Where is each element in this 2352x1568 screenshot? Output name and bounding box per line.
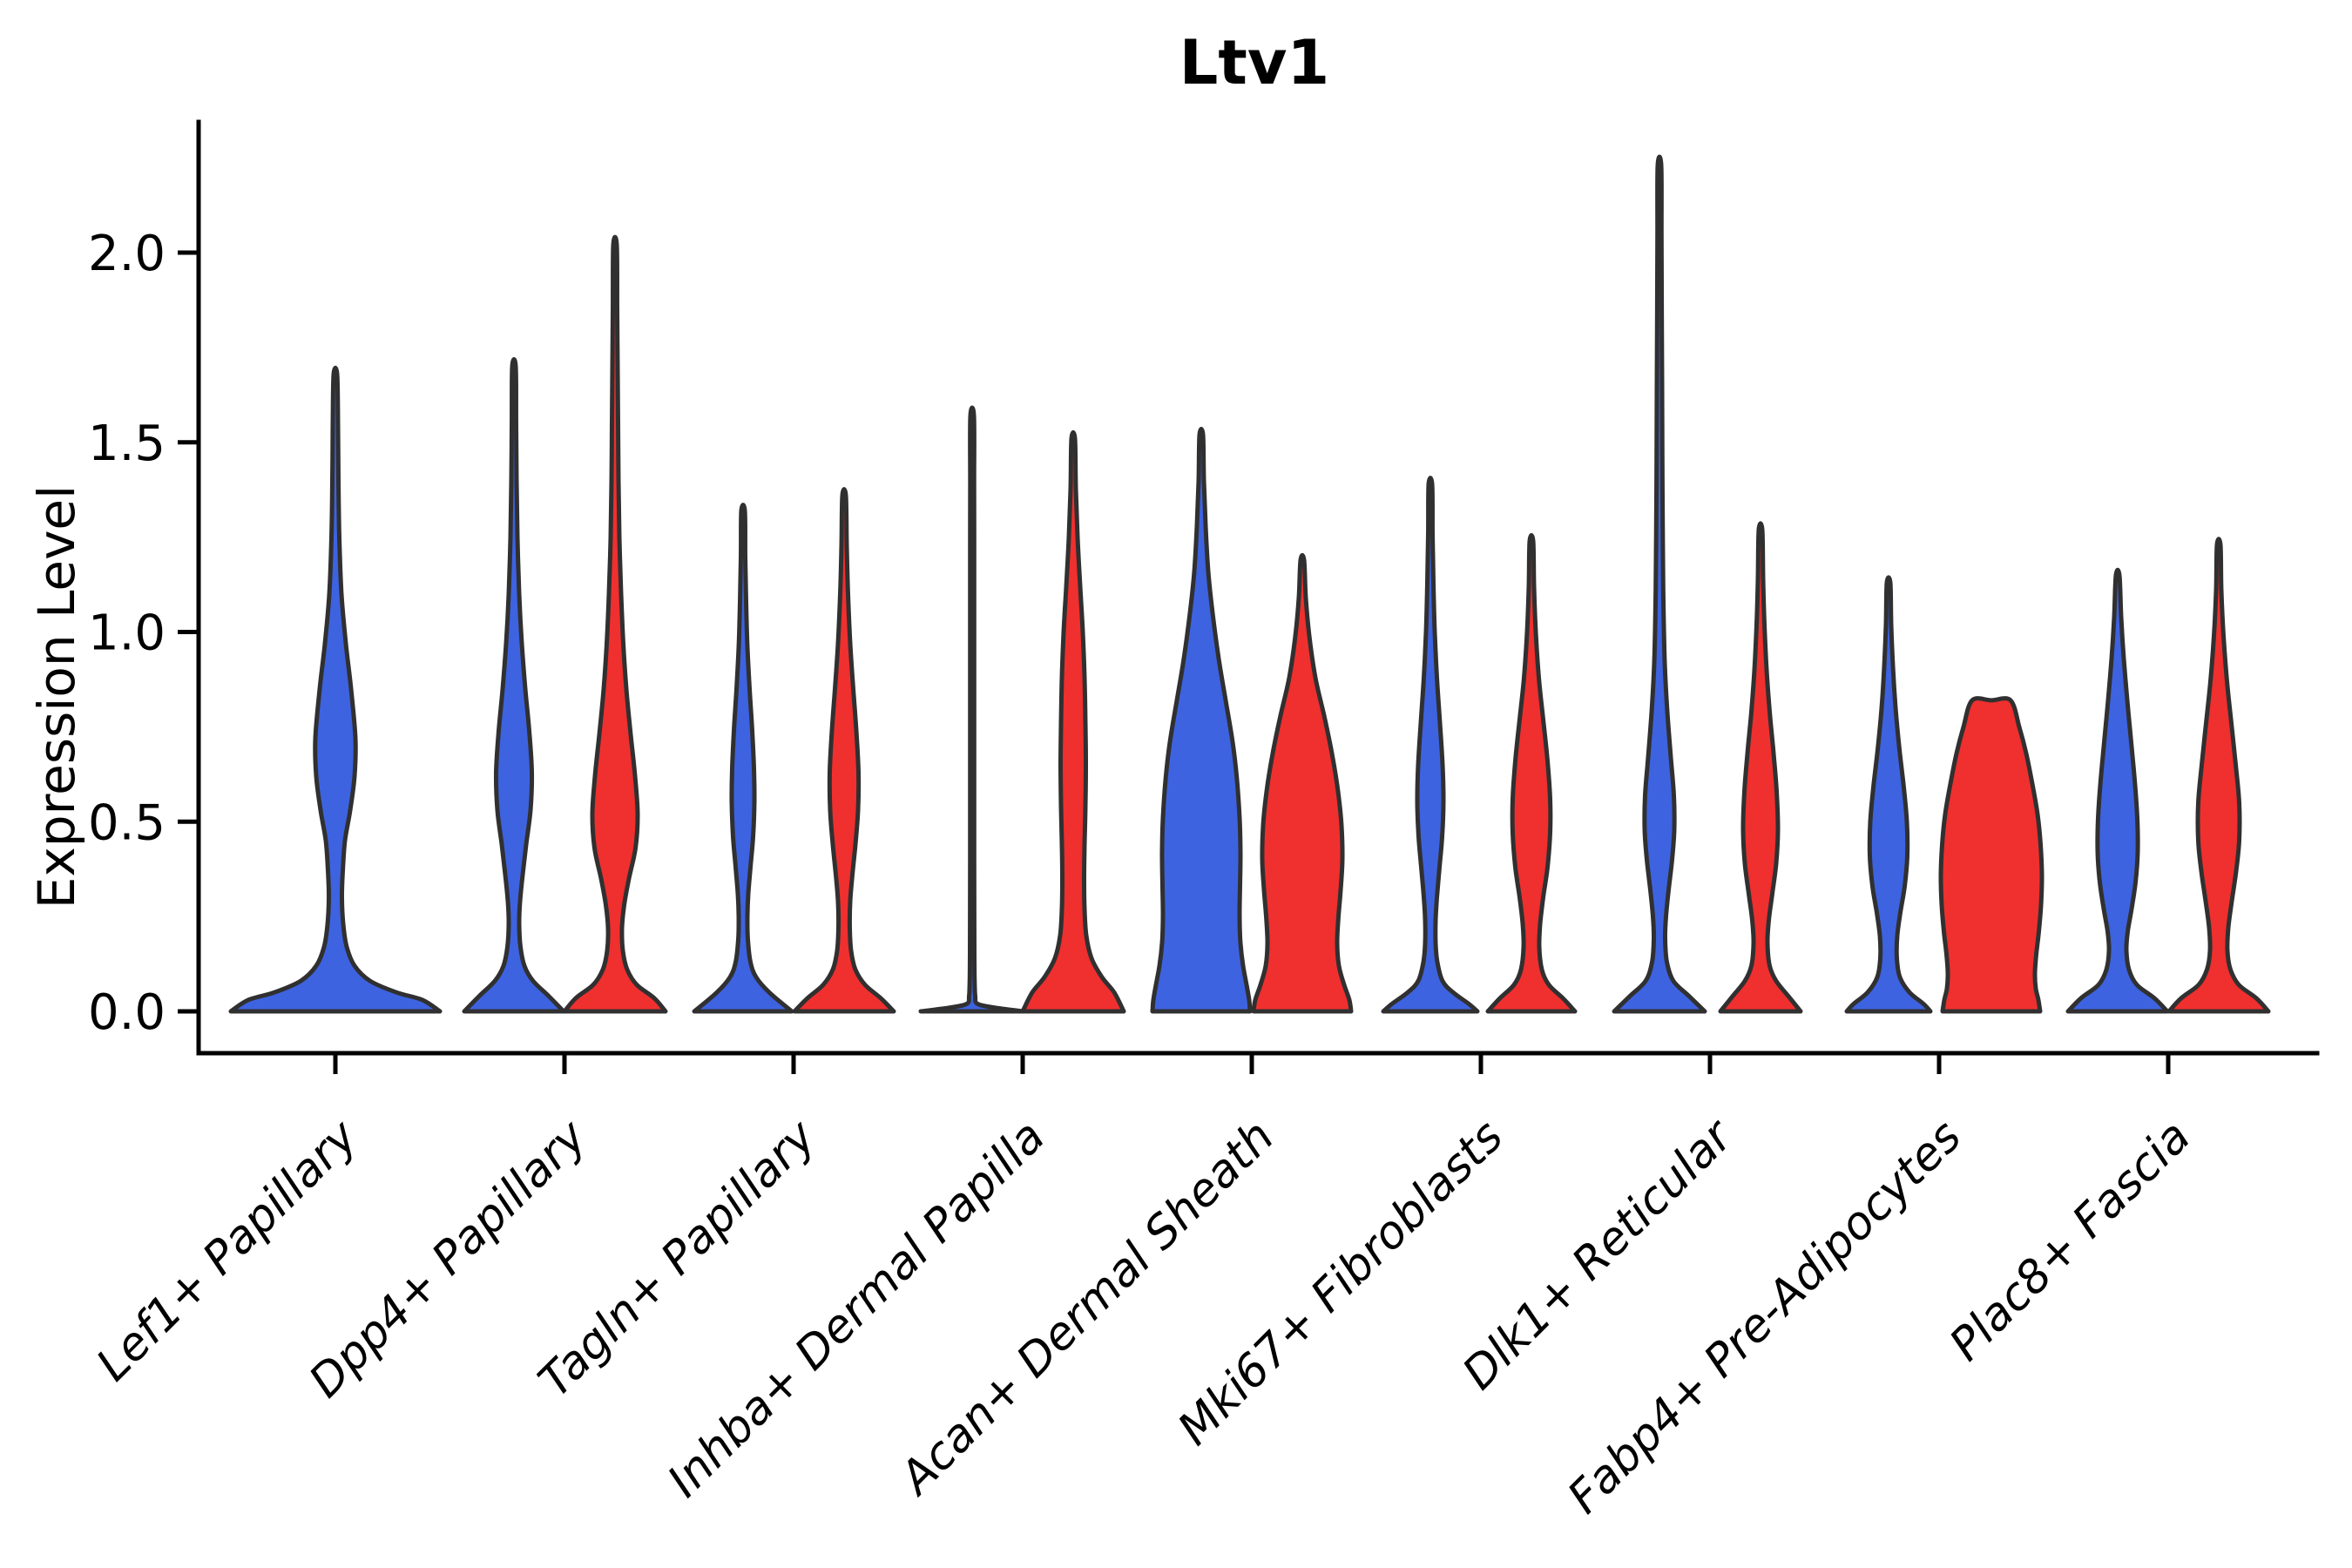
violin-plac8-blue: [2065, 567, 2170, 1014]
violin-acan-red: [1251, 552, 1354, 1014]
violin-mki67-red: [1485, 532, 1578, 1014]
x-tick-label-fabp4-pre-adipocytes: Fabp4+ Pre-Adipocytes: [1558, 1111, 1972, 1524]
violin-fabp4-red: [1938, 696, 2044, 1014]
y-tick-label: 0.0: [88, 984, 166, 1041]
violin-fabp4-blue: [1844, 575, 1933, 1014]
violin-mki67-blue: [1381, 476, 1480, 1014]
violin-inhba-blue: [918, 405, 1026, 1014]
x-tick-label-inhba-dermal-papilla: Inhba+ Dermal Papilla: [658, 1111, 1055, 1508]
violin-dpp4-blue: [462, 357, 566, 1014]
violins-layer: [228, 154, 2271, 1014]
y-tick-label: 0.5: [88, 794, 166, 851]
y-axis-label: Expression Level: [27, 485, 86, 909]
y-tick-label: 2.0: [88, 226, 166, 282]
chart-title: Ltv1: [1179, 27, 1329, 98]
violin-lef1-blue: [228, 365, 443, 1014]
violin-dlk1-blue: [1612, 154, 1707, 1014]
y-tick-label: 1.0: [88, 605, 166, 662]
x-tick-label-plac8-fascia: Plac8+ Fascia: [1940, 1111, 2200, 1371]
x-axis-ticks: Lef1+ Papillary Dpp4+ Papillary Tagln+ P…: [87, 1053, 2200, 1524]
y-axis-ticks: 2.0 1.5 1.0 0.5 0.0: [88, 226, 199, 1041]
violin-acan-blue: [1150, 426, 1253, 1014]
x-tick-label-acan-dermal-sheath: Acan+ Dermal Sheath: [889, 1111, 1284, 1506]
violin-tagln-red: [792, 487, 896, 1014]
violin-inhba-red: [1020, 429, 1126, 1014]
violin-tagln-blue: [692, 503, 794, 1014]
violin-dpp4-red: [562, 234, 668, 1014]
violin-dlk1-red: [1718, 521, 1803, 1014]
violin-plac8-red: [2166, 537, 2271, 1014]
y-tick-label: 1.5: [88, 416, 166, 472]
